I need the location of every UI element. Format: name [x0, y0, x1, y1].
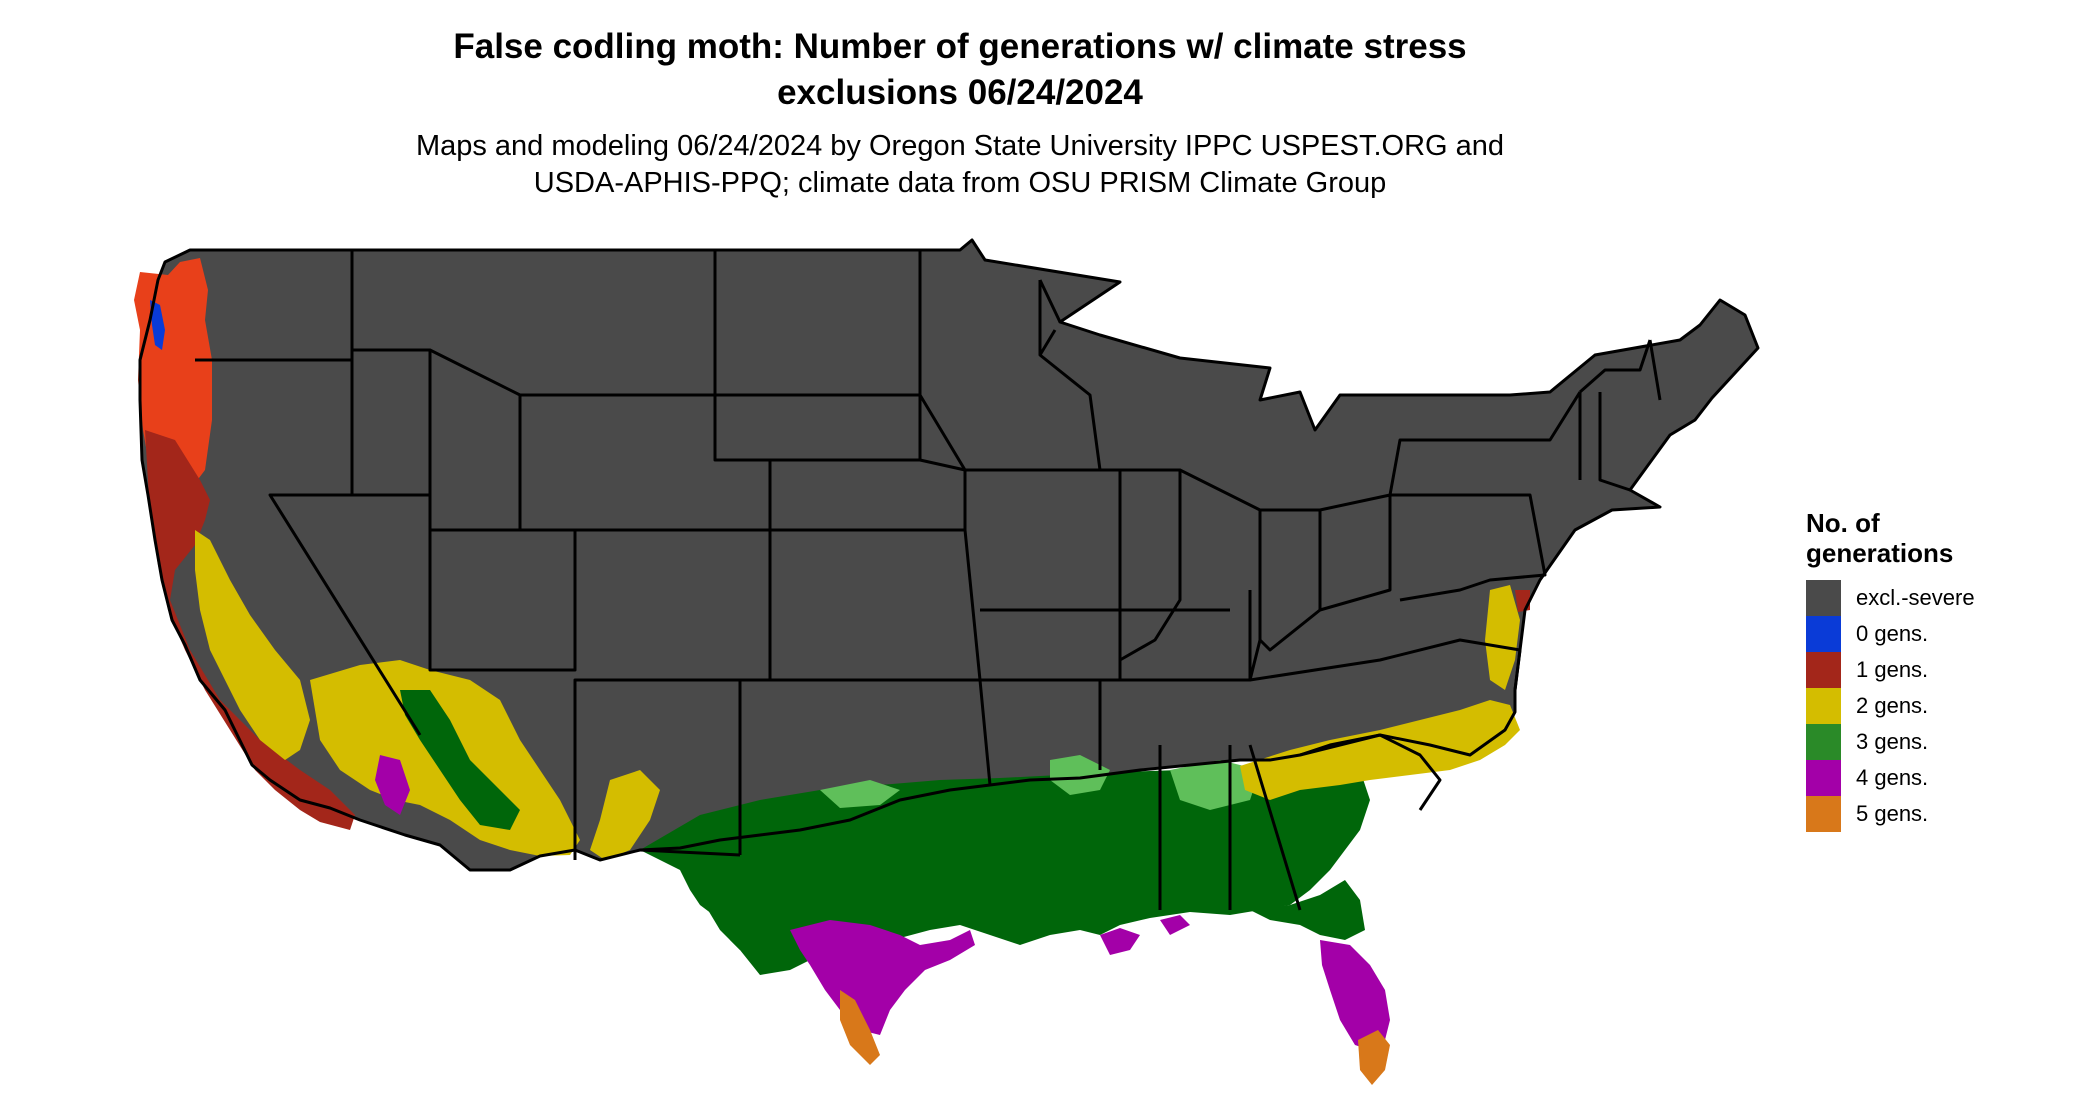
legend-label: 3 gens. [1856, 729, 1929, 754]
nm-2gen [590, 770, 660, 860]
map-subtitle-line2: USDA-APHIS-PPQ; climate data from OSU PR… [533, 167, 1387, 199]
legend-label: 2 gens. [1856, 693, 1929, 718]
state-border [1098, 680, 1302, 911]
legend-title-line2: generations [1806, 538, 1954, 568]
legend-label: 5 gens. [1856, 801, 1929, 826]
legend: No. of generations excl.-severe 0 gens. … [1806, 508, 2066, 832]
legend-label: 1 gens. [1856, 657, 1929, 682]
legend-label: 4 gens. [1856, 765, 1929, 790]
legend-swatch [1806, 580, 1841, 616]
conus-excluded-area [140, 240, 1758, 870]
state-border [978, 468, 1122, 786]
map-title: False codling moth: Number of generation… [160, 24, 1760, 116]
state-border [1179, 468, 1262, 681]
florida-4gen [1320, 940, 1390, 1050]
state-border [573, 678, 741, 860]
state-border [1038, 279, 1062, 356]
delmarva-2gen [1485, 585, 1520, 690]
state-border [1579, 339, 1662, 401]
state-border [195, 250, 422, 736]
map-title-line1: False codling moth: Number of generation… [453, 27, 1467, 66]
west-coast-1gen [145, 430, 355, 830]
olympic-0gen [150, 300, 165, 350]
gulf-coast-4gen [1100, 915, 1190, 955]
state-border [350, 250, 432, 497]
texas-tip-5gen [840, 990, 880, 1065]
florida-3gen [1250, 880, 1365, 940]
legend-item-2-gens: 2 gens. [1806, 688, 2066, 724]
ca-central-valley-2gen [195, 530, 310, 760]
legend-item-1-gens: 1 gens. [1806, 652, 2066, 688]
map-subtitle: Maps and modeling 06/24/2024 by Oregon S… [160, 128, 1760, 202]
map-subtitle-line1: Maps and modeling 06/24/2024 by Oregon S… [415, 130, 1505, 162]
legend-item-0-gens: 0 gens. [1806, 616, 2066, 652]
arizona-3gen [400, 690, 520, 830]
state-border [1388, 391, 1631, 496]
legend-label: excl.-severe [1856, 585, 1975, 610]
state-border [1319, 493, 1392, 612]
texas-coast-4gen [790, 920, 975, 1035]
legend-item-4-gens: 4 gens. [1806, 760, 2066, 796]
map-title-line2: exclusions 06/24/2024 [777, 73, 1143, 112]
legend-swatch [1806, 616, 1841, 652]
legend-swatch [1806, 652, 1841, 688]
legend-item-excl-severe: excl.-severe [1806, 580, 2066, 616]
state-border [715, 458, 967, 532]
legend-item-5-gens: 5 gens. [1806, 796, 2066, 832]
state-border [1249, 638, 1522, 811]
state-border [1390, 493, 1547, 602]
florida-tip-5gen [1358, 1030, 1390, 1085]
legend-swatch [1806, 724, 1841, 760]
legend-title-line1: No. of [1806, 508, 1880, 538]
southeast-2gen [1240, 700, 1520, 800]
state-border [1119, 468, 1182, 662]
legend-title: No. of generations [1806, 508, 2066, 568]
state-boundaries [138, 238, 1760, 911]
legend-swatch [1806, 796, 1841, 832]
southern-3gen-light [820, 755, 1260, 810]
colorado-river-4gen [375, 755, 410, 815]
legend-item-3-gens: 3 gens. [1806, 724, 2066, 760]
legend-swatch [1806, 760, 1841, 796]
legend-label: 0 gens. [1856, 621, 1929, 646]
state-border [138, 238, 1760, 872]
legend-swatch [1806, 688, 1841, 724]
